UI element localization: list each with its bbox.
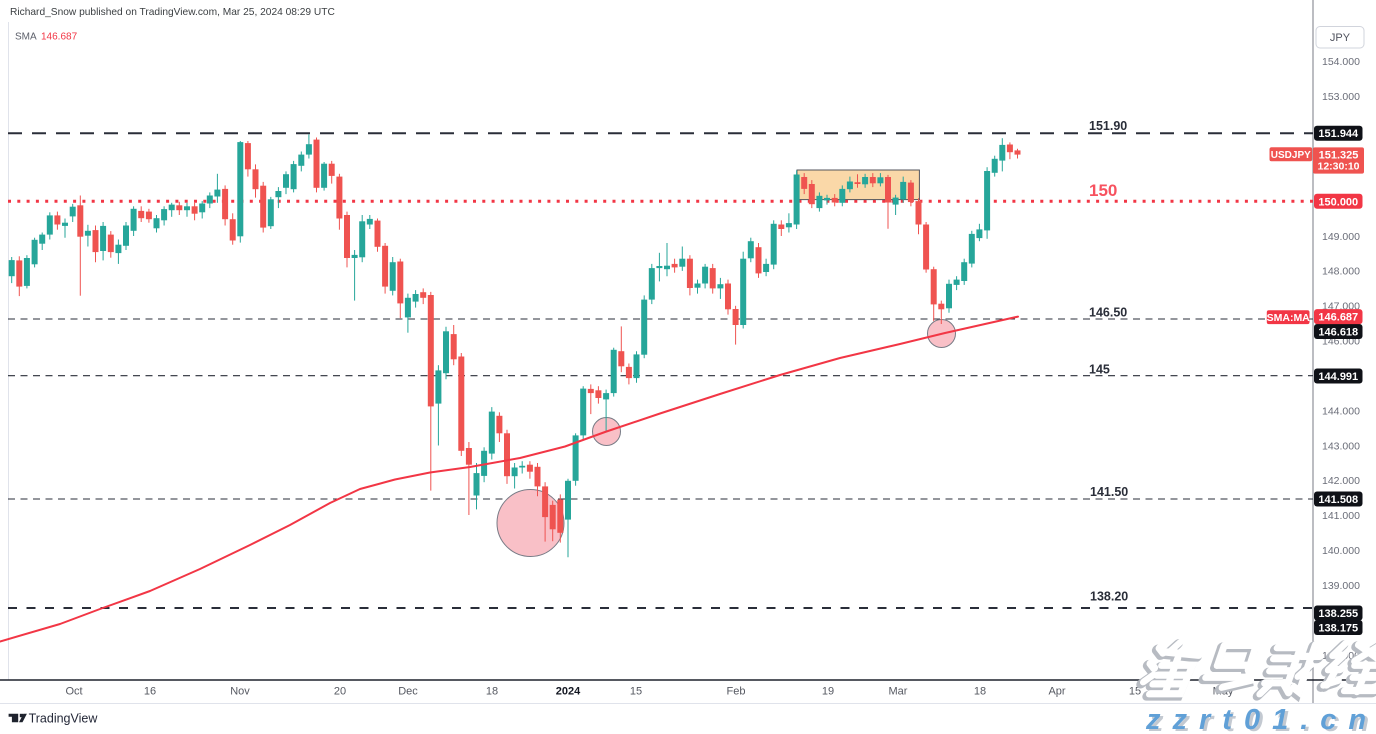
svg-text:140.000: 140.000 <box>1322 545 1360 557</box>
svg-text:138.20: 138.20 <box>1090 590 1128 604</box>
svg-text:20: 20 <box>334 686 346 698</box>
svg-text:Richard_Snow published on Trad: Richard_Snow published on TradingView.co… <box>10 7 335 18</box>
svg-text:146.687: 146.687 <box>1318 312 1358 324</box>
svg-text:Nov: Nov <box>230 686 250 698</box>
svg-text:Dec: Dec <box>398 686 418 698</box>
svg-text:Apr: Apr <box>1048 686 1065 698</box>
svg-text:141.508: 141.508 <box>1318 494 1358 506</box>
svg-text:139.000: 139.000 <box>1322 580 1360 592</box>
svg-text:zzrt01.cn: zzrt01.cn <box>1148 706 1376 734</box>
svg-text:USDJPY: USDJPY <box>1271 150 1311 161</box>
svg-text:150: 150 <box>1089 181 1117 200</box>
svg-text:146.618: 146.618 <box>1318 327 1358 339</box>
svg-text:154.000: 154.000 <box>1322 56 1360 68</box>
svg-text:148.000: 148.000 <box>1322 266 1360 278</box>
svg-text:146.687: 146.687 <box>41 32 78 43</box>
svg-text:Mar: Mar <box>889 686 908 698</box>
svg-text:141.000: 141.000 <box>1322 510 1360 522</box>
svg-text:15: 15 <box>630 686 642 698</box>
svg-text:Oct: Oct <box>65 686 82 698</box>
svg-text:2024: 2024 <box>556 686 581 698</box>
svg-text:149.000: 149.000 <box>1322 231 1360 243</box>
svg-text:141.50: 141.50 <box>1090 485 1128 499</box>
svg-text:150.000: 150.000 <box>1318 196 1358 208</box>
svg-text:zzrt01.cn: zzrt01.cn <box>1145 704 1376 734</box>
svg-text:143.000: 143.000 <box>1322 440 1360 452</box>
svg-text:18: 18 <box>486 686 498 698</box>
svg-text:18: 18 <box>974 686 986 698</box>
svg-text:145: 145 <box>1089 363 1110 377</box>
svg-text:138.255: 138.255 <box>1318 608 1358 620</box>
svg-text:153.000: 153.000 <box>1322 91 1360 103</box>
svg-text:138.175: 138.175 <box>1318 623 1358 635</box>
svg-text:Feb: Feb <box>727 686 746 698</box>
svg-text:12:30:10: 12:30:10 <box>1317 161 1359 173</box>
svg-text:144.991: 144.991 <box>1318 371 1358 383</box>
svg-text:142.000: 142.000 <box>1322 475 1360 487</box>
svg-text:151.944: 151.944 <box>1318 128 1359 140</box>
svg-text:SMA:MA: SMA:MA <box>1267 312 1311 324</box>
svg-text:JPY: JPY <box>1330 32 1351 44</box>
svg-text:19: 19 <box>822 686 834 698</box>
svg-text:144.000: 144.000 <box>1322 405 1360 417</box>
svg-text:151.325: 151.325 <box>1319 149 1359 161</box>
svg-text:146.50: 146.50 <box>1089 306 1127 320</box>
svg-text:SMA: SMA <box>15 32 37 43</box>
svg-text:16: 16 <box>144 686 156 698</box>
svg-text:TradingView: TradingView <box>29 711 99 725</box>
svg-text:15: 15 <box>1129 686 1141 698</box>
svg-text:151.90: 151.90 <box>1089 119 1127 133</box>
